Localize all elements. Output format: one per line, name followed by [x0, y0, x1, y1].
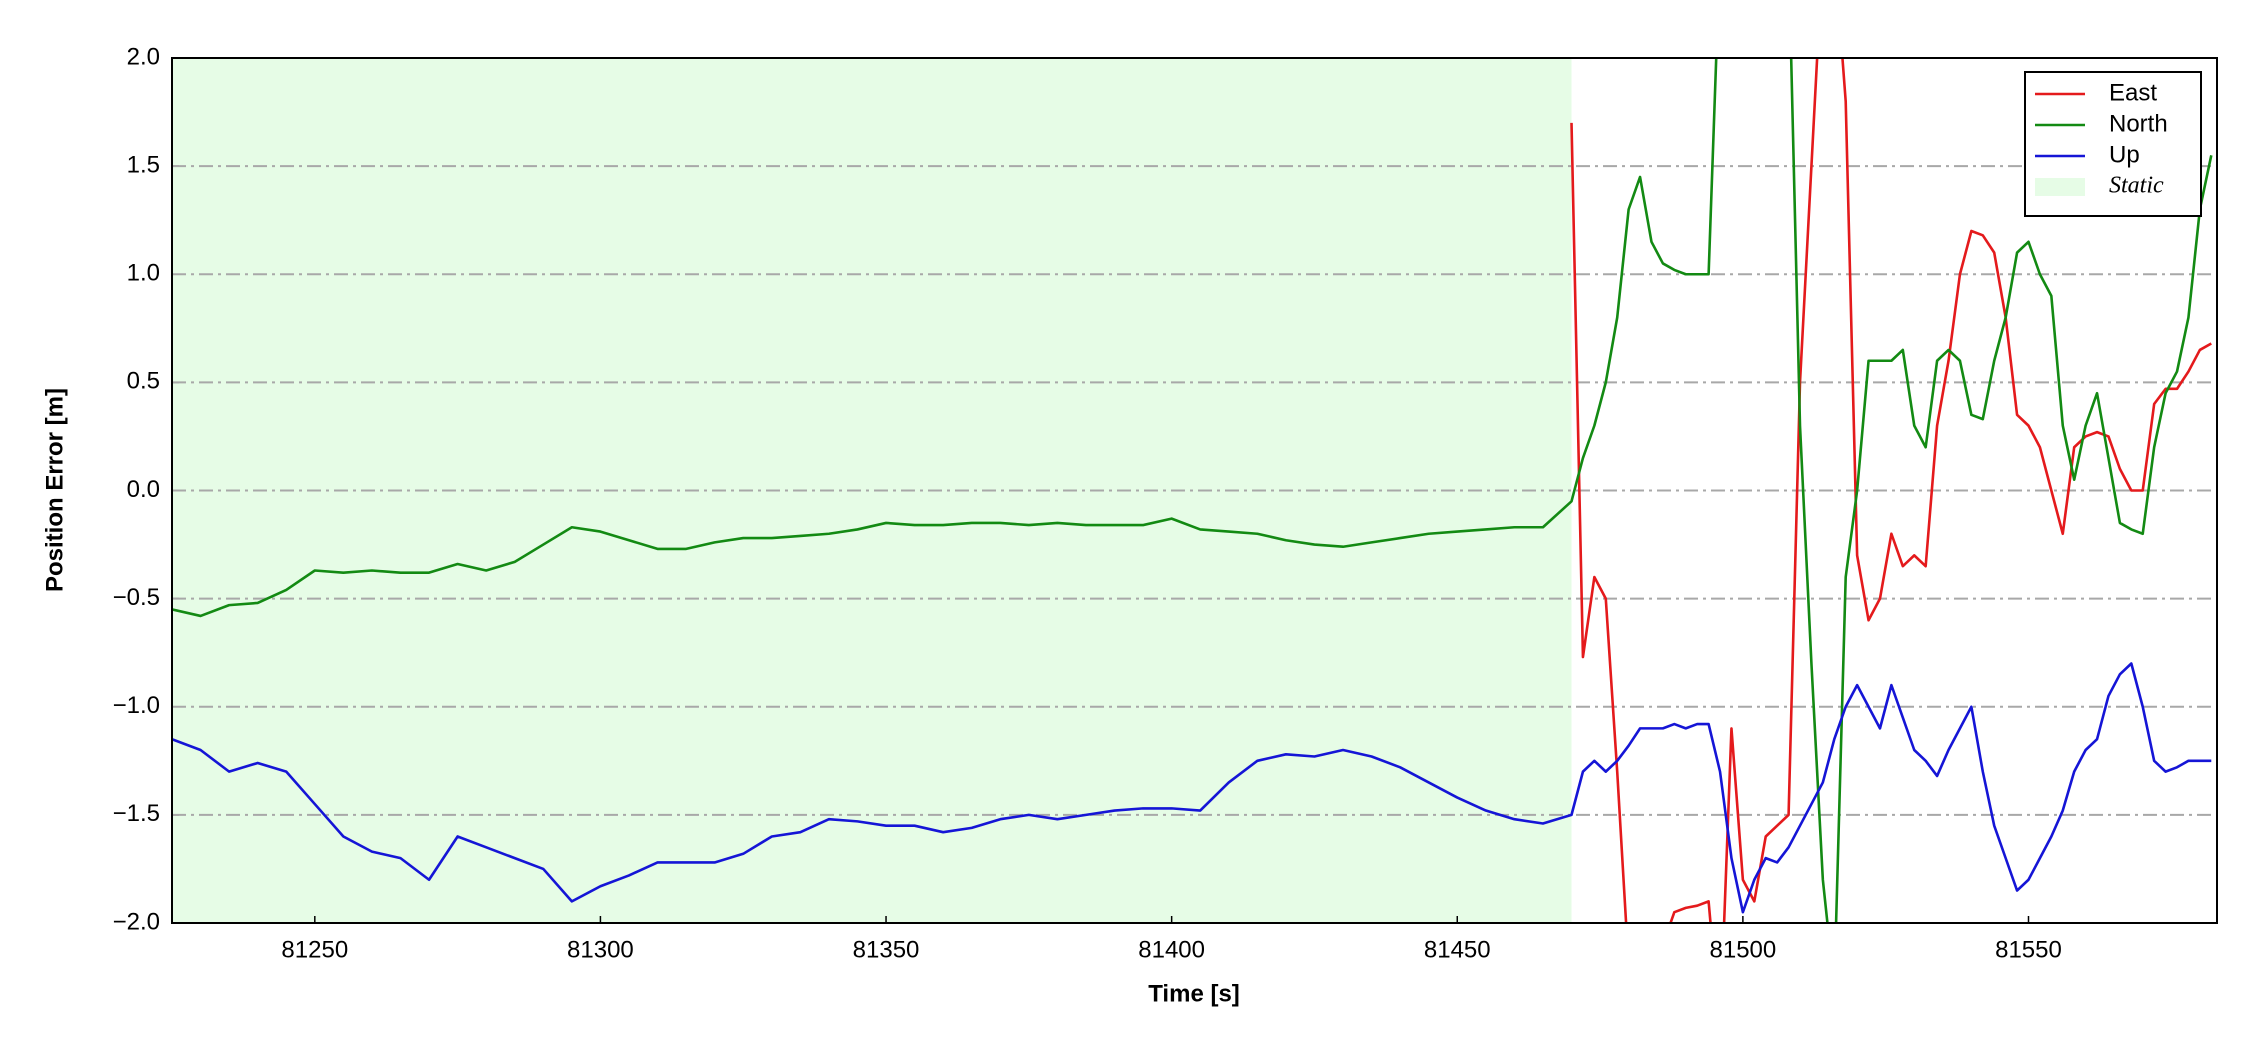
y-tick-label: 2.0	[127, 43, 160, 70]
legend-swatch	[2035, 178, 2085, 196]
x-tick-label: 81350	[853, 936, 920, 963]
x-tick-label: 81250	[281, 936, 348, 963]
legend-label: Up	[2109, 141, 2140, 168]
series-line	[172, 58, 2213, 923]
y-axis-label: Position Error [m]	[41, 388, 68, 592]
x-tick-label: 81300	[567, 936, 634, 963]
x-tick-label: 81500	[1710, 936, 1777, 963]
y-tick-label: 0.5	[127, 368, 160, 395]
legend-label: East	[2109, 79, 2157, 106]
y-tick-label: 0.0	[127, 476, 160, 503]
x-axis-label: Time [s]	[1148, 980, 1240, 1007]
series-line	[172, 662, 2212, 914]
x-tick-label: 81400	[1138, 936, 1205, 963]
x-tick-label: 81550	[1995, 936, 2062, 963]
y-tick-label: 1.0	[127, 260, 160, 287]
y-tick-label: −1.0	[113, 692, 160, 719]
plot-frame	[171, 57, 2218, 924]
y-tick-label: −0.5	[113, 584, 160, 611]
y-tick-label: −1.5	[113, 800, 160, 827]
legend-label: North	[2109, 110, 2168, 137]
y-tick-label: −2.0	[113, 908, 160, 935]
legend-label: Static	[2109, 173, 2164, 199]
x-tick-label: 81450	[1424, 936, 1491, 963]
y-tick-label: 1.5	[127, 151, 160, 178]
plot-lines	[172, 58, 2213, 923]
